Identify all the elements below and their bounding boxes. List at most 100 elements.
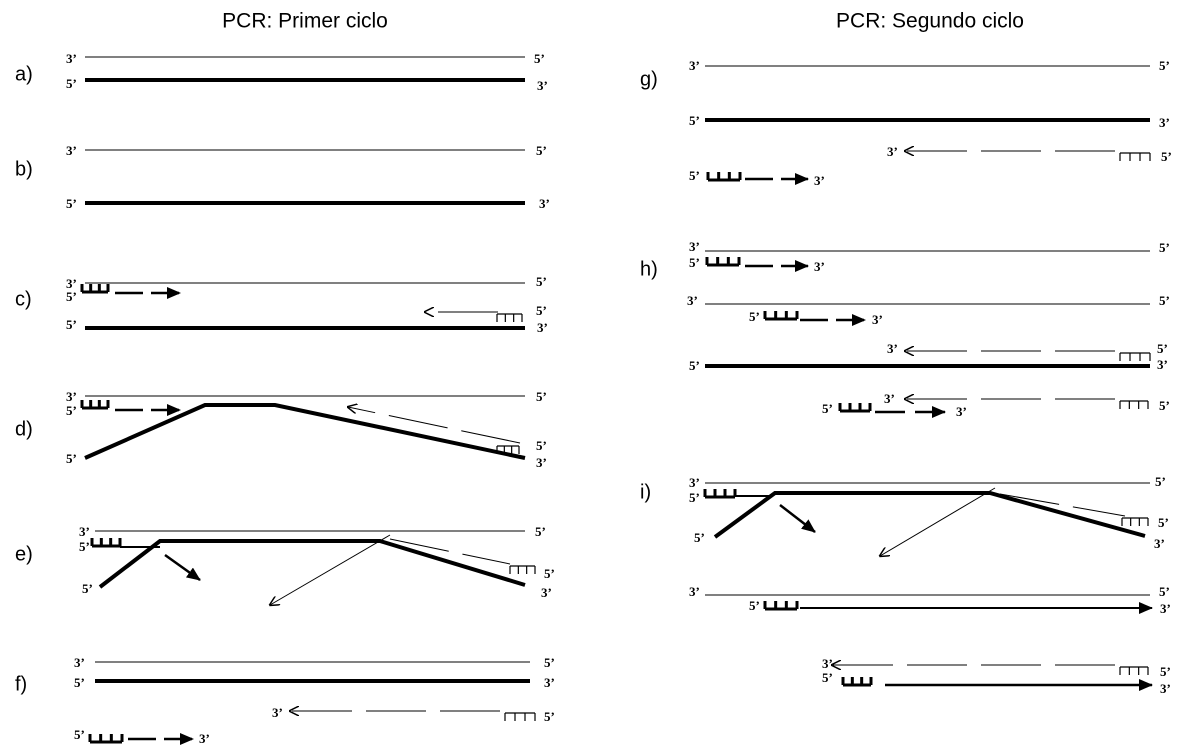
end-label: 3’ [689, 239, 700, 254]
panel-label: a) [15, 63, 33, 85]
strand [84, 403, 526, 460]
end-label: 5’ [536, 143, 547, 158]
primer [706, 172, 742, 182]
end-label: 5’ [1160, 664, 1171, 679]
end-label: 3’ [541, 585, 552, 600]
title: PCR: Primer ciclo [222, 10, 388, 33]
strand [348, 407, 521, 444]
end-label: 3’ [956, 404, 967, 419]
end-label: 3’ [1160, 601, 1171, 616]
strand [98, 539, 526, 589]
primer [90, 538, 122, 548]
end-label: 3’ [66, 143, 77, 158]
end-label: 5’ [1159, 240, 1170, 255]
panel-label: e) [15, 543, 33, 565]
strand [164, 553, 201, 582]
primer [841, 677, 873, 687]
end-label: 5’ [689, 255, 700, 270]
end-label: 5’ [544, 709, 555, 724]
end-label: 5’ [1157, 341, 1168, 356]
end-label: 3’ [814, 173, 825, 188]
primer [496, 313, 523, 322]
primer [763, 601, 799, 611]
primer [1119, 352, 1151, 361]
primer [1119, 152, 1151, 161]
strand [389, 538, 511, 565]
primer [504, 712, 536, 721]
primer [1119, 400, 1149, 409]
strand [880, 487, 996, 556]
end-label: 5’ [82, 581, 93, 596]
panel-label: b) [15, 158, 33, 180]
end-label: 3’ [689, 58, 700, 73]
end-label: 3’ [199, 731, 210, 746]
end-label: 5’ [1159, 398, 1170, 413]
end-label: 5’ [66, 451, 77, 466]
end-label: 5’ [536, 389, 547, 404]
primer [496, 445, 520, 454]
end-label: 3’ [66, 276, 77, 291]
end-label: 5’ [694, 530, 705, 545]
end-label: 3’ [66, 51, 77, 66]
end-label: 3’ [1154, 536, 1165, 551]
end-label: 3’ [822, 656, 833, 671]
end-label: 5’ [66, 196, 77, 211]
end-label: 5’ [1159, 58, 1170, 73]
end-label: 3’ [79, 524, 90, 539]
end-label: 5’ [66, 317, 77, 332]
end-label: 5’ [544, 566, 555, 581]
panel-label: g) [640, 68, 658, 90]
end-label: 5’ [689, 168, 700, 183]
end-label: 5’ [66, 76, 77, 91]
end-label: 3’ [1159, 115, 1170, 130]
end-label: 5’ [1155, 474, 1166, 489]
title: PCR: Segundo ciclo [836, 10, 1024, 33]
end-label: 3’ [887, 144, 898, 159]
end-label: 3’ [872, 312, 883, 327]
end-label: 5’ [79, 539, 90, 554]
end-label: 5’ [534, 51, 545, 66]
end-label: 3’ [689, 475, 700, 490]
end-label: 5’ [536, 274, 547, 289]
end-label: 5’ [1159, 584, 1170, 599]
strand [270, 534, 391, 605]
strand [999, 493, 1126, 517]
primer [80, 284, 110, 294]
end-label: 5’ [74, 675, 85, 690]
primer [88, 734, 124, 744]
end-label: 3’ [689, 584, 700, 599]
panel-label: h) [640, 258, 658, 280]
end-label: 3’ [884, 391, 895, 406]
end-label: 5’ [536, 438, 547, 453]
primer [763, 311, 799, 321]
primer [80, 400, 110, 410]
end-label: 5’ [749, 598, 760, 613]
end-label: 5’ [1159, 293, 1170, 308]
end-label: 5’ [535, 524, 546, 539]
end-label: 3’ [272, 705, 283, 720]
primer [705, 257, 741, 267]
end-label: 3’ [1160, 681, 1171, 696]
end-label: 5’ [822, 670, 833, 685]
end-label: 3’ [539, 196, 550, 211]
end-label: 5’ [74, 727, 85, 742]
panel-label: c) [15, 288, 32, 310]
end-label: 3’ [1157, 357, 1168, 372]
end-label: 5’ [689, 490, 700, 505]
primer [509, 565, 536, 574]
end-label: 3’ [537, 78, 548, 93]
panel-label: f) [15, 673, 27, 695]
end-label: 3’ [687, 293, 698, 308]
primer [838, 403, 872, 413]
panel-label: i) [640, 481, 651, 503]
end-label: 5’ [536, 303, 547, 318]
end-label: 5’ [544, 655, 555, 670]
end-label: 3’ [814, 259, 825, 274]
end-label: 3’ [536, 455, 547, 470]
end-label: 5’ [822, 401, 833, 416]
primer [703, 489, 737, 499]
strand [779, 504, 816, 533]
end-label: 5’ [689, 358, 700, 373]
end-label: 5’ [1158, 515, 1169, 530]
